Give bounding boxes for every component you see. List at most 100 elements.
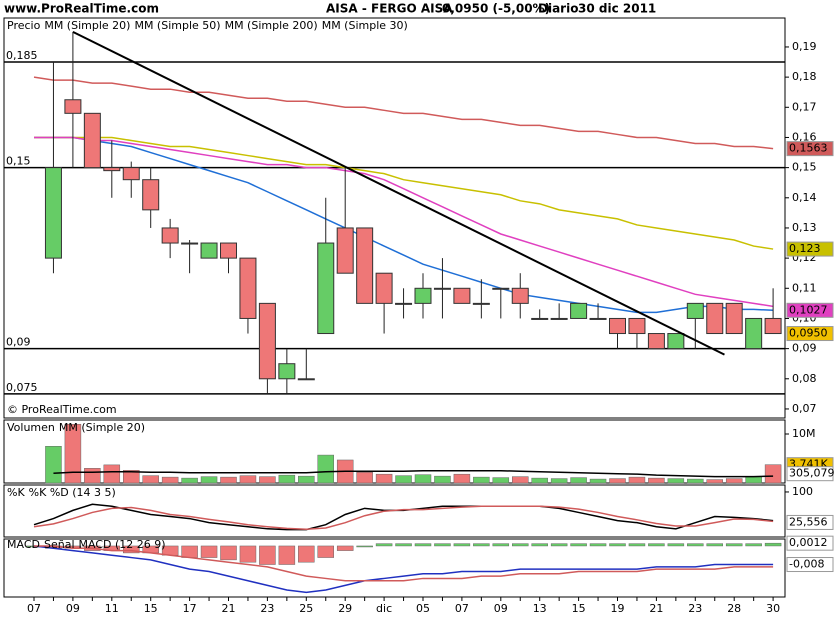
candle-body [142,179,160,211]
volume-bar [123,470,140,484]
y-tick-label: 0,11 [792,281,817,294]
candle-body [356,227,374,304]
macd-bar [434,543,451,547]
volume-bar [356,471,373,484]
macd-bar [687,543,704,547]
volume-average [53,470,774,478]
macd-bar [589,543,607,547]
value-tag-label: 305,079 [789,467,835,480]
macd-bar [200,545,218,558]
period: Diario [538,2,578,16]
macd-bar [764,542,782,547]
macd-bar [512,543,529,547]
site: www.ProRealTime.com [4,2,159,16]
volume-bar [45,446,62,484]
macd-bar [492,543,510,547]
x-tick-label: 28 [727,602,741,615]
y-tick-label: 0,16 [792,130,817,143]
candle-body [453,287,471,304]
x-tick-label: 09 [494,602,508,615]
candle-body [375,272,393,304]
y-tick-label: 0,14 [792,191,817,204]
copyright: © ProRealTime.com [7,403,117,416]
legend-entry: MM (Simple 20) [44,19,130,32]
panel-frame [3,419,786,484]
candle-body [161,227,179,244]
volume-bar [667,478,685,484]
macd-bar [181,545,198,558]
x-tick-label: dic [376,602,392,615]
macd-bar [725,543,743,547]
volume-bar [317,454,334,484]
macd-line [33,545,774,594]
macd-bar [628,543,646,547]
value-tag [786,326,834,342]
x-tick-label: 17 [183,602,197,615]
x-tick-label: 05 [416,602,430,615]
macd-bar [278,545,296,565]
x-tick-label: 19 [611,602,625,615]
candle-body [317,242,335,335]
macd-bar [123,545,140,554]
volume-bar [181,477,198,484]
legend-entry: MACD (12 26 9) [79,538,166,551]
moving-average [34,136,774,250]
volume-bar [375,473,393,484]
y-tick-label: 0,08 [792,372,817,385]
candle-body [278,363,296,380]
x-tick-label: 21 [649,602,663,615]
candle-body [297,378,315,381]
panel-frame [3,484,786,538]
value-tag [786,302,834,318]
volume-bar [220,476,237,484]
x-tick-label: 29 [338,602,352,615]
macd-bar [570,543,587,547]
volume-bar [103,464,121,484]
x-tick-label: 09 [66,602,80,615]
x-tick-label: 30 [766,602,780,615]
volume-bar [64,423,82,484]
macd-bar [395,543,412,547]
panel-frame [3,17,786,419]
volume-bar [648,477,665,484]
value-tag-label: 0,0950 [789,327,828,340]
candle-body [667,333,685,350]
candle-body [609,317,626,335]
legend-entry: MACD [7,538,40,551]
candle-body [550,317,568,320]
x-tick-label: 13 [533,602,547,615]
macd-bar [298,545,315,563]
panel-frame [3,538,786,598]
candle-body [570,302,588,319]
instrument: AISA - FERGO AISA [326,2,453,16]
macd-bar [473,543,490,547]
value-tag [786,514,834,530]
legend-entry: Volumen [7,421,55,434]
x-tick-label: 25 [299,602,313,615]
macd-bar [453,543,471,547]
level-label: 0,15 [6,155,31,168]
candle-body [414,287,432,304]
candle-body [706,302,724,335]
value-tag-label: 0,1027 [789,303,828,316]
value-tag [786,241,834,257]
oscillator-line [33,505,774,530]
moving-average [34,136,774,314]
macd-bar [706,543,723,547]
x-tick-label: 21 [222,602,236,615]
candle-body [531,317,549,320]
macd-bar [317,545,334,558]
y-tick-label: 0,15 [792,161,817,174]
candle-body [83,112,101,169]
macd-bar [667,543,685,547]
volume-bar [512,476,529,484]
value-tag [786,141,834,157]
level-label: 0,09 [6,336,31,349]
candle-body [220,242,237,259]
quote: 0,0950 (-5,00%) [442,2,550,16]
y-tick-label: 10M [792,427,816,440]
macd-bar [550,543,568,547]
volume-bar [414,474,432,484]
x-tick-label: 11 [105,602,119,615]
macd-bar [375,543,393,547]
